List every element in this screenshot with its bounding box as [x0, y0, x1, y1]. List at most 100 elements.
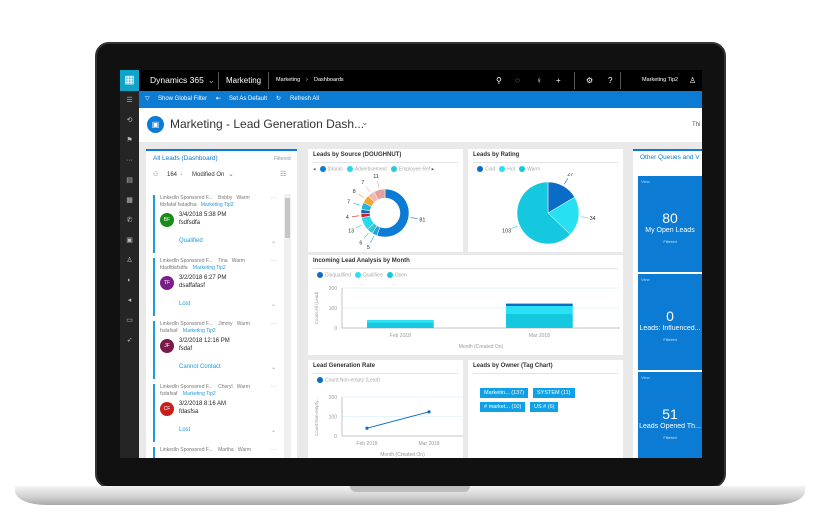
chevron-down-icon[interactable]: ⌄	[270, 365, 276, 371]
visualize-icon[interactable]: ⚇	[153, 172, 159, 178]
tag-owner[interactable]: Marketin... (137)	[480, 388, 529, 398]
doughnut-leader-line	[352, 215, 360, 217]
dashboard-header: ▣ Marketing - Lead Generation Dash... ⌄ …	[139, 108, 702, 142]
leads-by-owner-card: Leads by Owner (Tag Chart) Marketin... (…	[468, 360, 623, 458]
owner-link[interactable]: Marketing Tip2	[182, 391, 216, 397]
lead-name[interactable]: dsaffafasf	[179, 283, 205, 289]
list-item[interactable]: LinkedIn Sponsored F... Martha Warm ···	[153, 447, 276, 458]
contacts-icon[interactable]: ▣	[126, 237, 133, 244]
chevron-down-icon[interactable]: ⌄	[228, 171, 234, 178]
legend-item[interactable]: Disqualified	[325, 272, 351, 279]
avatar: TF	[160, 276, 174, 290]
bar-segment	[506, 303, 573, 306]
phone-icon[interactable]: ✆	[126, 217, 133, 224]
user-name[interactable]: Marketing Tip2	[642, 77, 679, 83]
bar-y-tick: 100	[329, 306, 338, 312]
plus-icon[interactable]: +	[556, 76, 561, 85]
lead-date: 3/4/2018 5:38 PM	[179, 212, 227, 218]
tile-leads-opened[interactable]: View 51 Leads Opened Th... Filtered	[638, 372, 702, 458]
leads-panel-title[interactable]: All Leads (Dashboard)	[153, 155, 218, 162]
list-item[interactable]: LinkedIn Sponsored F... Jimmy Warm fsdaf…	[153, 321, 276, 379]
refresh-icon[interactable]: ↻	[276, 96, 282, 102]
card-title: Incoming Lead Analysis by Month	[313, 258, 410, 264]
user-icon[interactable]: ♙	[689, 76, 697, 85]
legend-prev-icon[interactable]: ◂	[313, 166, 316, 173]
menu-icon[interactable]: ☰	[126, 97, 133, 104]
lead-name[interactable]: fdasfsa	[179, 409, 199, 415]
set-default-icon[interactable]: ⇤	[216, 96, 222, 102]
rocket-icon[interactable]: ➶	[126, 337, 133, 344]
pinned-icon[interactable]: ⚑	[126, 137, 133, 144]
lead-name[interactable]: fsdaf	[179, 346, 193, 352]
legend-item[interactable]: Employee Ref	[398, 166, 431, 173]
app-launcher-icon[interactable]: ▦	[120, 70, 139, 91]
more-options-icon[interactable]: ···	[271, 321, 276, 327]
legend-item[interactable]: Cold	[485, 166, 496, 173]
activities-icon[interactable]: ▦	[126, 197, 133, 204]
tag-owner[interactable]: # market... (10)	[480, 402, 526, 412]
owner-link[interactable]: Marketing Tip2	[200, 202, 234, 208]
tag-owner[interactable]: SYSTEM (11)	[533, 388, 575, 398]
tile-my-open-leads[interactable]: View 80 My Open Leads Filtered	[638, 176, 702, 272]
owner-link[interactable]: Marketing Tip2	[182, 328, 216, 334]
show-global-filter-button[interactable]: Show Global Filter	[158, 96, 208, 102]
task-icon[interactable]: ◌	[515, 76, 520, 85]
campaign-icon[interactable]: ◂	[127, 297, 132, 304]
leads-icon[interactable]: ◐	[127, 277, 132, 284]
gear-icon[interactable]: ⚙	[586, 76, 594, 85]
more-options-icon[interactable]: ···	[271, 384, 276, 390]
search-icon[interactable]: ⚲	[496, 76, 502, 85]
all-leads-panel: All Leads (Dashboard) Filtered ⚇ 164 ↓ M…	[146, 149, 297, 458]
more-options-icon[interactable]: ···	[271, 258, 276, 264]
accounts-icon[interactable]: ♙	[126, 257, 133, 264]
legend-item[interactable]: Count:Non-empty (Lead)	[325, 377, 381, 384]
scrollbar[interactable]	[284, 194, 291, 458]
recent-icon[interactable]: ⟲	[126, 117, 133, 124]
breadcrumb-marketing[interactable]: Marketing	[276, 77, 301, 83]
chevron-down-icon[interactable]: ⌄	[270, 428, 276, 434]
app-name[interactable]: Dynamics 365	[150, 75, 204, 85]
list-item[interactable]: LinkedIn Sponsored F... Bobby Warm fdsfa…	[153, 195, 276, 253]
card-title: Lead Generation Rate	[313, 363, 376, 369]
chevron-down-icon[interactable]: ⌄	[270, 239, 276, 245]
line-x-axis-label: Month (Created On)	[380, 452, 425, 458]
lightbulb-icon[interactable]: ♀	[536, 76, 542, 85]
chevron-down-icon[interactable]: ⌄	[208, 76, 215, 85]
legend-item[interactable]: Advertisement	[354, 166, 387, 173]
refresh-all-button[interactable]: Refresh All	[290, 96, 320, 102]
line-y-tick: 0	[334, 434, 337, 440]
legend-item[interactable]: (blank)	[327, 166, 343, 173]
area-name[interactable]: Marketing	[226, 76, 262, 85]
sort-direction-icon[interactable]: ↓	[180, 171, 183, 177]
lead-details: fsdafsaf Marketing Tip2	[160, 328, 216, 334]
legend-item[interactable]: Qualified	[362, 272, 383, 279]
owner-link[interactable]: Marketing Tip2	[192, 265, 226, 271]
lead-source: LinkedIn Sponsored F... Jimmy Warm	[160, 321, 250, 327]
line-point	[427, 410, 431, 414]
bar-x-tick: Mar 2018	[529, 333, 550, 339]
lead-name[interactable]: fsdfsdfa	[179, 220, 201, 226]
list-item[interactable]: LinkedIn Sponsored F... Tina Warm fdadfd…	[153, 258, 276, 316]
dashboard-icon[interactable]: ▤	[126, 177, 133, 184]
line-x-tick: Feb 2018	[356, 441, 377, 447]
legend-item[interactable]: Open	[394, 272, 407, 279]
sort-field[interactable]: Modified On	[192, 172, 225, 178]
more-options-icon[interactable]: ···	[271, 447, 276, 453]
queues-title[interactable]: Other Queues and V	[640, 154, 700, 161]
filter-icon[interactable]: ▽	[145, 96, 150, 102]
dashboard-selector-chevron-icon[interactable]: ⌄	[361, 117, 369, 127]
help-icon[interactable]: ?	[608, 76, 613, 85]
chevron-down-icon[interactable]: ⌄	[270, 302, 276, 308]
legend-item[interactable]: Hot	[507, 166, 516, 173]
tile-leads-influenced[interactable]: View 0 Leads: Influenced... Filtered	[638, 274, 702, 370]
set-as-default-button[interactable]: Set As Default	[229, 96, 268, 102]
events-icon[interactable]: ▭	[126, 317, 133, 324]
breadcrumb-dashboards[interactable]: Dashboards	[314, 77, 344, 83]
legend-next-icon[interactable]: ▸	[431, 166, 435, 173]
tag-owner[interactable]: US # (6)	[530, 402, 559, 412]
more-icon[interactable]: ···	[126, 157, 133, 164]
list-options-icon[interactable]: ☷	[280, 171, 287, 178]
list-item[interactable]: LinkedIn Sponsored F... Cheryl Warm fsda…	[153, 384, 276, 442]
legend-item[interactable]: Warm	[527, 166, 541, 173]
more-options-icon[interactable]: ···	[271, 195, 276, 201]
